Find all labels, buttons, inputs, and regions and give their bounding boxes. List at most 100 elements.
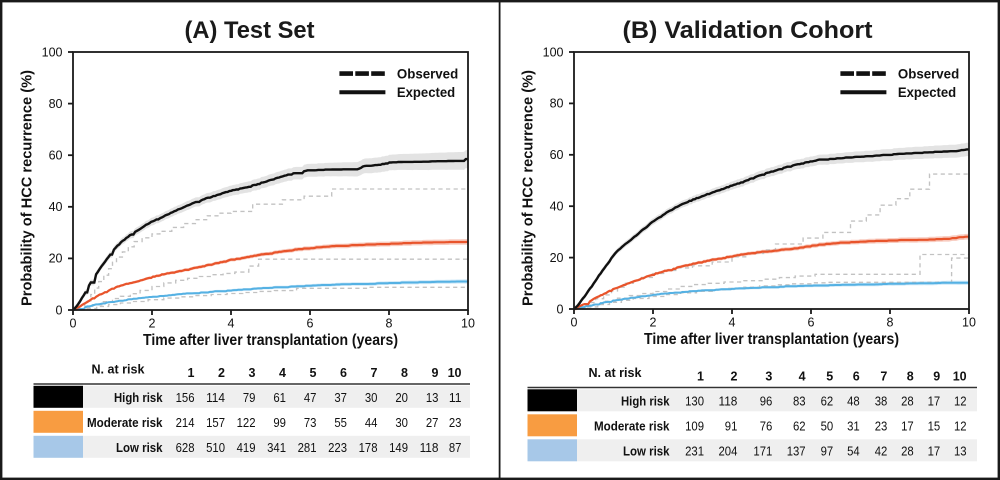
svg-text:Probability of HCC recurrence: Probability of HCC recurrence (%): [521, 70, 537, 306]
svg-text:9: 9: [432, 366, 439, 380]
svg-text:27: 27: [426, 416, 439, 430]
svg-text:223: 223: [328, 441, 347, 455]
svg-text:79: 79: [243, 391, 256, 405]
svg-text:100: 100: [42, 45, 63, 59]
svg-text:73: 73: [304, 416, 317, 430]
svg-text:80: 80: [550, 97, 564, 111]
svg-text:1: 1: [188, 366, 195, 380]
svg-text:60: 60: [550, 148, 564, 162]
svg-text:Time after liver transplantati: Time after liver transplantation (years): [644, 331, 899, 348]
svg-text:10: 10: [953, 369, 967, 383]
svg-text:2: 2: [218, 366, 225, 380]
svg-text:83: 83: [793, 395, 806, 409]
svg-text:8: 8: [386, 316, 393, 330]
svg-text:37: 37: [334, 391, 347, 405]
svg-text:17: 17: [928, 445, 941, 459]
svg-text:42: 42: [875, 445, 888, 459]
svg-text:0: 0: [571, 315, 578, 329]
svg-text:109: 109: [685, 420, 704, 434]
svg-text:6: 6: [853, 369, 860, 383]
svg-text:20: 20: [550, 251, 564, 265]
svg-text:214: 214: [176, 416, 195, 430]
svg-text:50: 50: [821, 420, 834, 434]
svg-text:341: 341: [267, 441, 286, 455]
svg-text:130: 130: [685, 395, 704, 409]
svg-text:99: 99: [273, 416, 286, 430]
svg-text:62: 62: [821, 395, 834, 409]
svg-text:28: 28: [901, 395, 914, 409]
svg-text:97: 97: [821, 445, 834, 459]
svg-text:6: 6: [340, 366, 347, 380]
svg-text:2: 2: [650, 315, 657, 329]
svg-text:Time after liver transplantati: Time after liver transplantation (years): [143, 332, 398, 349]
svg-text:87: 87: [449, 441, 462, 455]
svg-text:8: 8: [401, 366, 408, 380]
svg-text:20: 20: [395, 391, 408, 405]
svg-text:76: 76: [760, 420, 773, 434]
svg-text:60: 60: [49, 149, 63, 163]
svg-text:Moderate risk: Moderate risk: [87, 415, 163, 430]
svg-text:0: 0: [70, 316, 77, 330]
svg-text:231: 231: [685, 445, 704, 459]
svg-text:8: 8: [907, 369, 914, 383]
svg-text:55: 55: [334, 416, 347, 430]
svg-text:N. at risk: N. at risk: [92, 362, 146, 377]
svg-text:2: 2: [149, 316, 156, 330]
svg-text:Low risk: Low risk: [623, 444, 670, 459]
svg-text:54: 54: [847, 445, 860, 459]
svg-text:38: 38: [875, 395, 888, 409]
svg-text:48: 48: [847, 395, 860, 409]
svg-text:40: 40: [49, 200, 63, 214]
svg-text:(A) Test Set: (A) Test Set: [185, 17, 315, 44]
svg-text:122: 122: [237, 416, 256, 430]
svg-text:13: 13: [426, 391, 439, 405]
svg-text:5: 5: [310, 366, 317, 380]
svg-text:204: 204: [719, 445, 738, 459]
svg-text:156: 156: [176, 391, 195, 405]
svg-text:Observed: Observed: [898, 66, 959, 81]
svg-text:47: 47: [304, 391, 317, 405]
svg-text:Observed: Observed: [397, 66, 458, 81]
svg-text:Moderate risk: Moderate risk: [594, 419, 670, 434]
svg-text:80: 80: [49, 97, 63, 111]
svg-text:10: 10: [448, 366, 462, 380]
svg-text:N. at risk: N. at risk: [589, 365, 643, 380]
svg-text:(B) Validation Cohort: (B) Validation Cohort: [623, 17, 873, 44]
svg-text:4: 4: [729, 315, 736, 329]
svg-text:30: 30: [365, 391, 378, 405]
svg-text:4: 4: [228, 316, 235, 330]
svg-text:10: 10: [962, 315, 976, 329]
svg-text:44: 44: [365, 416, 378, 430]
svg-text:12: 12: [954, 420, 967, 434]
svg-text:118: 118: [420, 441, 439, 455]
svg-text:30: 30: [395, 416, 408, 430]
svg-text:9: 9: [933, 369, 940, 383]
svg-text:100: 100: [543, 45, 564, 59]
svg-text:20: 20: [49, 252, 63, 266]
svg-text:12: 12: [954, 395, 967, 409]
svg-text:1: 1: [697, 369, 704, 383]
svg-text:6: 6: [808, 315, 815, 329]
svg-text:7: 7: [371, 366, 378, 380]
svg-text:96: 96: [760, 395, 773, 409]
svg-text:8: 8: [887, 315, 894, 329]
svg-text:4: 4: [799, 369, 806, 383]
svg-text:157: 157: [206, 416, 225, 430]
svg-text:High risk: High risk: [114, 390, 163, 405]
svg-text:171: 171: [753, 445, 772, 459]
svg-text:114: 114: [206, 391, 225, 405]
svg-text:149: 149: [389, 441, 408, 455]
svg-text:4: 4: [279, 366, 286, 380]
svg-text:137: 137: [787, 445, 806, 459]
svg-text:61: 61: [273, 391, 286, 405]
svg-text:15: 15: [928, 420, 941, 434]
svg-text:17: 17: [901, 420, 914, 434]
svg-text:0: 0: [56, 303, 63, 317]
svg-text:10: 10: [461, 316, 475, 330]
svg-text:13: 13: [954, 445, 967, 459]
svg-text:Expected: Expected: [898, 85, 956, 100]
svg-text:Low risk: Low risk: [116, 440, 163, 455]
svg-text:281: 281: [298, 441, 317, 455]
svg-text:0: 0: [557, 302, 564, 316]
svg-text:7: 7: [880, 369, 887, 383]
